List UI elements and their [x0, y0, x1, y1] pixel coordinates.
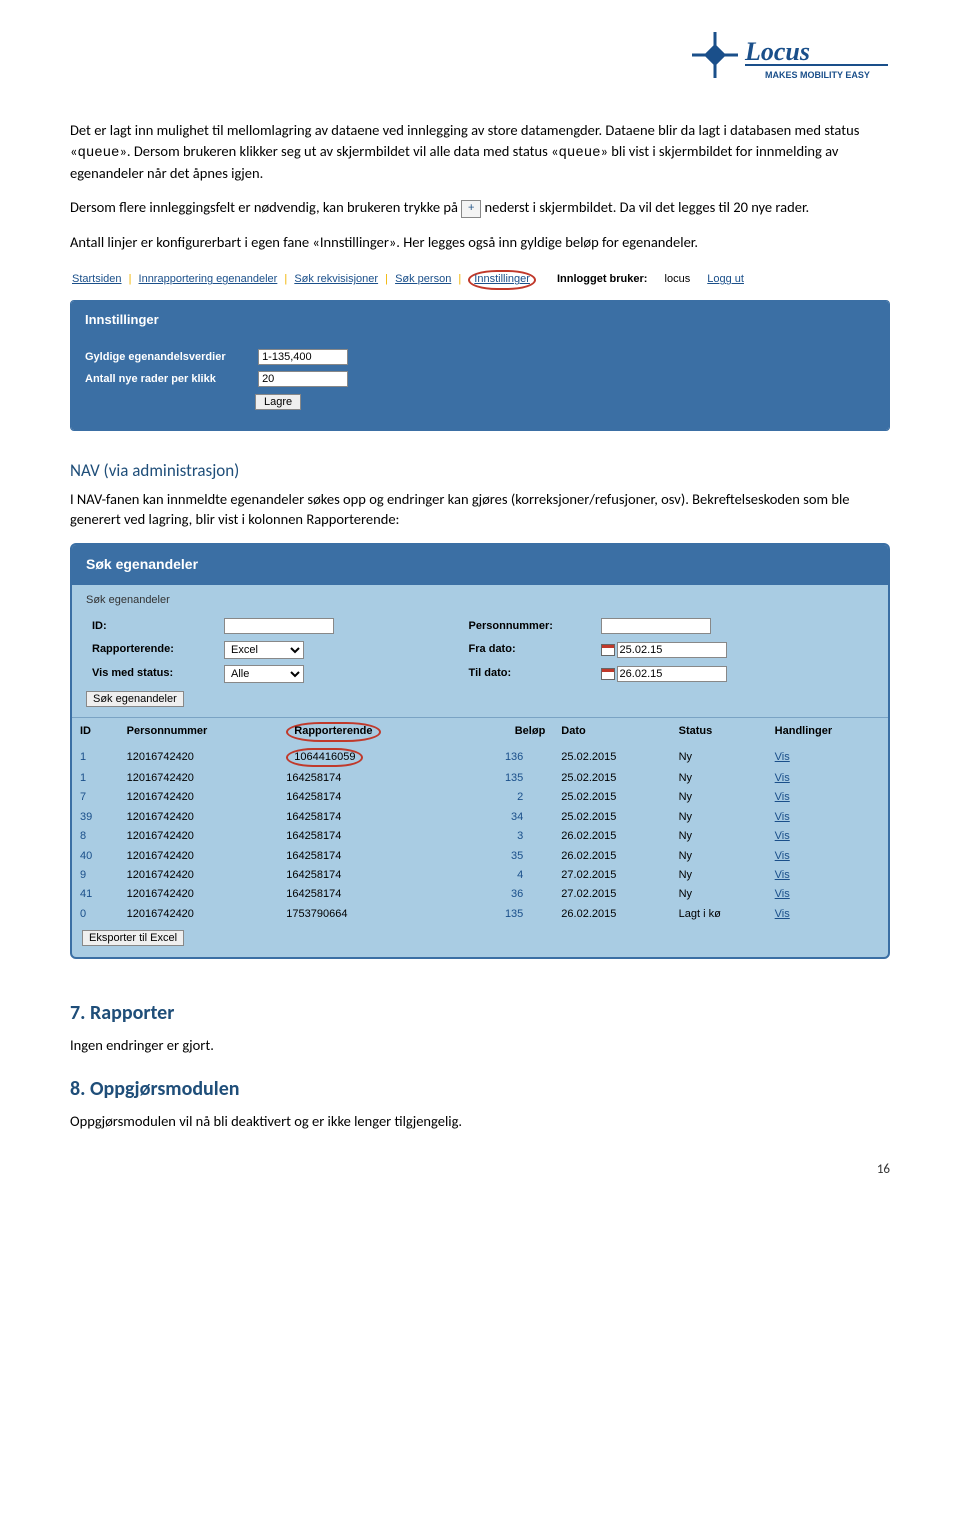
settings-input-gyldige[interactable] [258, 349, 348, 365]
results-col-3: Beløp [460, 718, 553, 746]
settings-title: Innstillinger [71, 301, 889, 339]
results-table: IDPersonnummerRapporterendeBeløpDatoStat… [72, 717, 888, 924]
plus-button-icon: + [461, 200, 481, 218]
label-fra-dato: Fra dato: [465, 639, 595, 661]
calendar-icon[interactable] [601, 668, 615, 680]
vis-link[interactable]: Vis [775, 850, 790, 862]
nav-innstillinger[interactable]: Innstillinger [474, 273, 530, 285]
input-id[interactable] [224, 618, 334, 634]
settings-input-rader[interactable] [258, 371, 348, 387]
heading-8: 8. Oppgjørsmodulen [70, 1075, 890, 1103]
table-row: 40120167424201642581743526.02.2015NyVis [72, 847, 888, 866]
label-id: ID: [88, 616, 218, 636]
vis-link[interactable]: Vis [775, 791, 790, 803]
logged-in-label: Innlogget bruker: [557, 273, 647, 285]
table-row: 912016742420164258174427.02.2015NyVis [72, 866, 888, 885]
calendar-icon[interactable] [601, 644, 615, 656]
paragraph-8: Oppgjørsmodulen vil nå bli deaktivert og… [70, 1111, 890, 1131]
table-row: 112016742420106441605913625.02.2015NyVis [72, 746, 888, 769]
settings-save-button[interactable]: Lagre [255, 394, 301, 410]
logo-text: Locus [744, 37, 810, 66]
paragraph-1: Det er lagt inn mulighet til mellomlagri… [70, 120, 890, 183]
vis-link[interactable]: Vis [775, 811, 790, 823]
label-til-dato: Til dato: [465, 663, 595, 685]
heading-7: 7. Rapporter [70, 999, 890, 1027]
results-col-2: Rapporterende [278, 718, 460, 746]
label-vis-status: Vis med status: [88, 663, 218, 685]
search-button[interactable]: Søk egenandeler [86, 691, 184, 707]
results-col-0: ID [72, 718, 119, 746]
paragraph-3: Antall linjer er konfigurerbart i egen f… [70, 232, 890, 252]
results-col-6: Handlinger [767, 718, 888, 746]
heading-nav: NAV (via administrasjon) [70, 459, 890, 483]
search-subtitle: Søk egenandeler [86, 593, 874, 608]
select-rapporterende[interactable]: Excel [224, 641, 304, 659]
input-fra-dato[interactable] [617, 642, 727, 658]
nav-logout[interactable]: Logg ut [707, 273, 744, 285]
label-personnummer: Personnummer: [465, 616, 595, 636]
code-queue: queue [77, 145, 119, 161]
table-row: 812016742420164258174326.02.2015NyVis [72, 827, 888, 846]
table-row: 012016742420175379066413526.02.2015Lagt … [72, 905, 888, 924]
table-row: 712016742420164258174225.02.2015NyVis [72, 788, 888, 807]
vis-link[interactable]: Vis [775, 772, 790, 784]
nav-innrapportering[interactable]: Innrapportering egenandeler [139, 273, 278, 285]
results-col-5: Status [671, 718, 767, 746]
table-row: 39120167424201642581743425.02.2015NyVis [72, 808, 888, 827]
nav-sok-rekvisisjoner[interactable]: Søk rekvisisjoner [294, 273, 378, 285]
logged-in-user: locus [665, 273, 691, 285]
input-personnummer[interactable] [601, 618, 711, 634]
vis-link[interactable]: Vis [775, 751, 790, 763]
settings-label-gyldige: Gyldige egenandelsverdier [85, 350, 255, 365]
vis-link[interactable]: Vis [775, 830, 790, 842]
table-row: 11201674242016425817413525.02.2015NyVis [72, 769, 888, 788]
search-panel: Søk egenandeler Søk egenandeler ID: Pers… [70, 543, 890, 958]
screenshot-nav-bar: Startsiden | Innrapportering egenandeler… [70, 266, 890, 293]
table-row: 41120167424201642581743627.02.2015NyVis [72, 885, 888, 904]
input-til-dato[interactable] [617, 666, 727, 682]
settings-panel: Innstillinger Gyldige egenandelsverdier … [70, 300, 890, 431]
settings-label-rader: Antall nye rader per klikk [85, 372, 255, 387]
vis-link[interactable]: Vis [775, 908, 790, 920]
vis-link[interactable]: Vis [775, 888, 790, 900]
label-rapporterende: Rapporterende: [88, 639, 218, 661]
logo: Locus MAKES MOBILITY EASY [70, 30, 890, 95]
results-col-1: Personnummer [119, 718, 279, 746]
nav-sok-person[interactable]: Søk person [395, 273, 451, 285]
page-number: 16 [70, 1161, 890, 1179]
vis-link[interactable]: Vis [775, 869, 790, 881]
paragraph-nav: I NAV-fanen kan innmeldte egenandeler sø… [70, 489, 890, 530]
select-vis-status[interactable]: Alle [224, 665, 304, 683]
paragraph-7: Ingen endringer er gjort. [70, 1035, 890, 1055]
export-excel-button[interactable]: Eksporter til Excel [82, 930, 184, 946]
nav-startsiden[interactable]: Startsiden [72, 273, 122, 285]
logo-tagline: MAKES MOBILITY EASY [765, 70, 870, 80]
results-col-4: Dato [553, 718, 670, 746]
search-title: Søk egenandeler [72, 545, 888, 585]
paragraph-2: Dersom flere innleggingsfelt er nødvendi… [70, 197, 890, 218]
